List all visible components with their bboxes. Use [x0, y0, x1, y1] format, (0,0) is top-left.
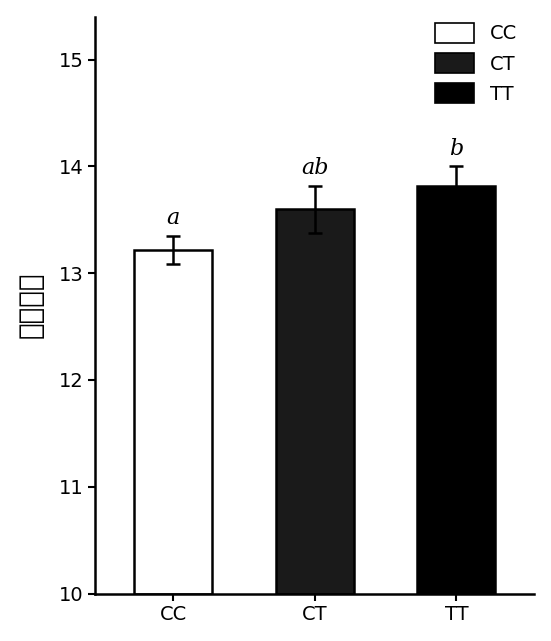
Text: b: b	[449, 138, 463, 160]
Bar	[418, 185, 495, 594]
Text: a: a	[166, 207, 180, 229]
Legend: CC, CT, TT: CC, CT, TT	[428, 15, 525, 112]
Y-axis label: 总产仔数: 总产仔数	[17, 272, 45, 338]
Bar	[276, 209, 354, 594]
Text: ab: ab	[301, 157, 328, 179]
Bar	[134, 249, 212, 594]
